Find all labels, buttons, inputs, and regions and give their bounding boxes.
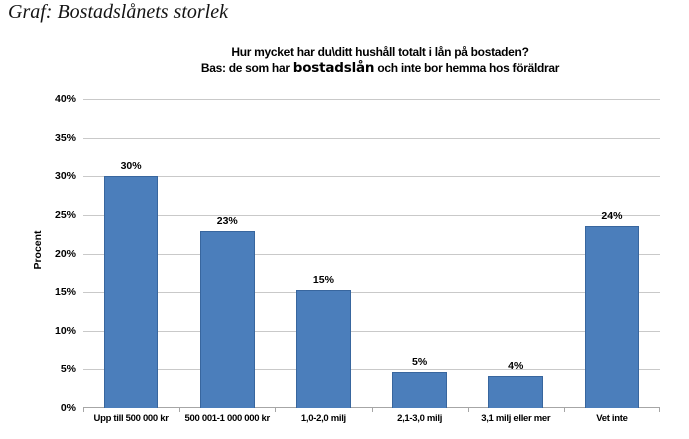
y-axis-labels: 0% 5% 10% 15% 20% 25% 30% 35% 40% bbox=[0, 93, 76, 414]
y-tick-label: 40% bbox=[54, 93, 76, 105]
x-tick-label: 2,1-3,0 milj bbox=[397, 413, 443, 424]
y-tick-label: 20% bbox=[54, 247, 76, 260]
x-axis-labels: Upp till 500 000 kr 500 001-1 000 000 kr 1… bbox=[83, 413, 660, 429]
gridline bbox=[83, 176, 660, 178]
gridline bbox=[83, 292, 660, 294]
x-axis-tick bbox=[179, 408, 181, 412]
bar-value-label: 4% bbox=[508, 360, 524, 373]
y-tick-label: 5% bbox=[60, 363, 76, 376]
chart-subtitle-emphasis: bostadslån bbox=[292, 60, 375, 76]
x-tick-label: 500 001-1 000 000 kr bbox=[184, 413, 271, 424]
chart-title-block: Hur mycket har du\ditt hushåll totalt i … bbox=[100, 44, 660, 76]
x-axis-tick bbox=[659, 408, 660, 412]
gridline bbox=[83, 330, 660, 332]
plot-area: 30% 23% 15% 5% 4% 24% bbox=[83, 99, 660, 412]
bar-value-label: 15% bbox=[312, 273, 334, 286]
page-title: Graf: Bostadslånets storlek bbox=[8, 1, 228, 23]
x-tick-label: 3,1 milj eller mer bbox=[481, 413, 551, 424]
chart-subtitle: Bas: de som har bostadslån och inte bor … bbox=[100, 60, 660, 76]
bar bbox=[584, 226, 640, 408]
x-tick-label: 1,0-2,0 milj bbox=[300, 413, 346, 424]
y-tick-label: 35% bbox=[54, 131, 76, 144]
bar-value-label: 23% bbox=[216, 215, 238, 228]
y-tick-label: 25% bbox=[54, 208, 76, 221]
x-tick-label: Vet inte bbox=[596, 413, 628, 424]
chart-subtitle-prefix: Bas: de som har bbox=[200, 61, 293, 75]
x-axis-tick bbox=[563, 408, 565, 412]
x-axis-tick bbox=[371, 408, 373, 412]
bar-value-label: 30% bbox=[120, 160, 142, 173]
y-tick-label: 15% bbox=[54, 286, 76, 299]
chart-subtitle-suffix: och inte bor hemma hos föräldrar bbox=[374, 61, 560, 75]
bar bbox=[296, 289, 351, 408]
y-tick-label: 10% bbox=[54, 324, 76, 337]
bar bbox=[488, 376, 544, 408]
gridline bbox=[83, 137, 660, 139]
bar bbox=[103, 176, 159, 408]
bar bbox=[199, 231, 255, 408]
bar bbox=[392, 372, 447, 408]
gridline bbox=[83, 214, 660, 216]
gridline bbox=[83, 99, 660, 100]
y-tick-label: 0% bbox=[60, 402, 76, 414]
x-tick-label: Upp till 500 000 kr bbox=[93, 413, 169, 424]
x-axis-tick bbox=[275, 408, 277, 412]
chart-title: Hur mycket har du\ditt hushåll totalt i … bbox=[231, 45, 529, 59]
x-axis-tick bbox=[83, 408, 84, 412]
y-tick-label: 30% bbox=[54, 170, 76, 183]
gridline bbox=[83, 253, 660, 255]
gridline bbox=[83, 369, 660, 371]
x-axis-tick bbox=[467, 408, 469, 412]
bar-value-label: 24% bbox=[601, 210, 623, 223]
bar-value-label: 5% bbox=[411, 356, 428, 369]
x-axis-line bbox=[83, 407, 660, 408]
